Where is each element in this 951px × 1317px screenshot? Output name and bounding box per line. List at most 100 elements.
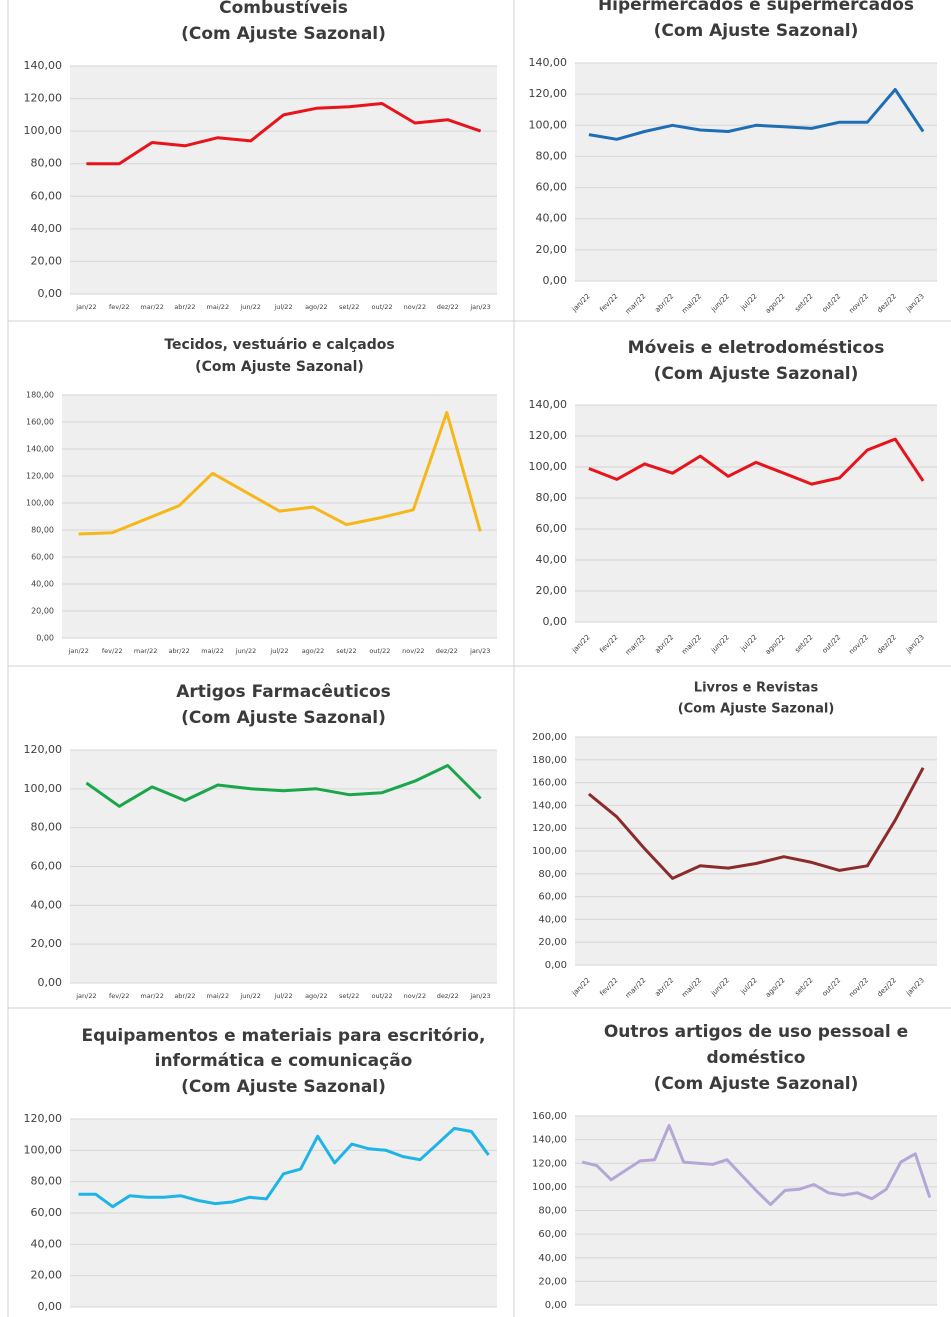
chart-title: Outros artigos de uso pessoal e <box>604 1022 908 1042</box>
y-tick-label: 100,00 <box>24 782 63 795</box>
chart-title: Móveis e eletrodomésticos <box>628 338 885 358</box>
chart-subtitle: (Com Ajuste Sazonal) <box>654 364 859 384</box>
y-tick-label: 20,00 <box>536 243 568 256</box>
chart-subtitle: (Com Ajuste Sazonal) <box>181 24 386 44</box>
y-tick-label: 100,00 <box>532 1182 567 1193</box>
y-tick-label: 60,00 <box>31 860 63 873</box>
x-tick-label: mai/22 <box>201 647 224 655</box>
y-tick-label: 80,00 <box>536 149 568 162</box>
x-tick-label: mar/22 <box>134 647 157 655</box>
x-tick-label: abr/22 <box>174 303 195 311</box>
y-tick-label: 60,00 <box>536 522 568 535</box>
y-tick-label: 160,00 <box>532 1111 567 1122</box>
y-tick-label: 180,00 <box>532 755 567 766</box>
x-tick-label: nov/22 <box>404 303 426 311</box>
line-chart: Outros artigos de uso pessoal e doméstico… <box>532 1022 937 1311</box>
chart-subtitle: (Com Ajuste Sazonal) <box>654 1074 859 1094</box>
x-tick-label: ago/22 <box>305 992 328 1000</box>
x-tick-label: jan/23 <box>469 992 490 1000</box>
y-tick-label: 100,00 <box>529 118 568 131</box>
x-tick-label: mar/22 <box>140 992 163 1000</box>
chart-title: Livros e Revistas <box>694 681 819 696</box>
y-tick-label: 60,00 <box>31 1206 63 1219</box>
data-line <box>587 767 925 880</box>
y-tick-label: 60,00 <box>31 189 63 202</box>
x-tick-label: jul/22 <box>269 647 288 655</box>
chart-title: informática e comunicação <box>155 1051 413 1071</box>
plot-area <box>575 405 937 622</box>
x-tick-label: jan/23 <box>469 647 490 655</box>
y-tick-label: 80,00 <box>538 1206 567 1217</box>
chart-subtitle: (Com Ajuste Sazonal) <box>678 702 835 717</box>
y-tick-label: 120,00 <box>24 743 63 756</box>
x-tick-label: out/22 <box>371 992 392 1000</box>
x-tick-label: set/22 <box>336 647 356 655</box>
x-tick-label: jan/22 <box>68 647 89 655</box>
y-tick-label: 20,00 <box>31 937 63 950</box>
line-chart: Móveis e eletrodomésticos (Com Ajuste Saz… <box>529 338 937 657</box>
data-line <box>78 1126 490 1209</box>
x-tick-label: dez/22 <box>437 303 459 311</box>
y-tick-label: 100,00 <box>532 846 567 857</box>
y-tick-label: 60,00 <box>31 553 54 562</box>
x-tick-label: fev/22 <box>109 303 130 311</box>
x-tick-label: dez/22 <box>437 992 459 1000</box>
plot-area <box>62 395 497 638</box>
chart-title: Combustíveis <box>219 0 348 18</box>
y-tick-label: 160,00 <box>532 778 567 789</box>
y-tick-label: 120,00 <box>26 472 54 481</box>
y-tick-label: 200,00 <box>532 732 567 743</box>
x-tick-label: dez/22 <box>436 647 458 655</box>
y-tick-label: 180,00 <box>26 391 54 400</box>
chart-title: Hipermercados e supermercados <box>598 0 914 15</box>
x-tick-label: jun/22 <box>235 647 257 655</box>
y-tick-label: 0,00 <box>545 1300 567 1311</box>
y-tick-label: 20,00 <box>538 937 567 948</box>
y-tick-label: 80,00 <box>31 157 63 170</box>
x-tick-label: mai/22 <box>207 303 230 311</box>
y-tick-label: 140,00 <box>532 1135 567 1146</box>
x-tick-label: set/22 <box>339 303 359 311</box>
y-tick-label: 120,00 <box>24 92 63 105</box>
y-tick-label: 100,00 <box>26 499 54 508</box>
line-chart: Combustíveis (Com Ajuste Sazonal) 0,00 20,0… <box>24 0 497 311</box>
y-tick-label: 20,00 <box>31 607 54 616</box>
line-chart: Hipermercados e supermercados (Com Ajuste… <box>529 0 937 316</box>
chart-subtitle: (Com Ajuste Sazonal) <box>181 708 386 728</box>
y-tick-label: 60,00 <box>536 181 568 194</box>
y-tick-label: 140,00 <box>24 59 63 72</box>
data-line <box>588 437 925 486</box>
x-tick-label: jan/22 <box>75 992 96 1000</box>
y-tick-label: 20,00 <box>536 584 568 597</box>
y-tick-label: 40,00 <box>538 1253 567 1264</box>
data-line <box>85 764 482 808</box>
y-tick-label: 100,00 <box>24 124 63 137</box>
x-tick-label: mai/22 <box>207 992 230 1000</box>
y-tick-label: 140,00 <box>529 56 568 69</box>
x-tick-label: ago/22 <box>302 647 325 655</box>
y-tick-label: 40,00 <box>536 553 568 566</box>
y-tick-label: 120,00 <box>529 87 568 100</box>
y-tick-label: 160,00 <box>26 418 54 427</box>
y-tick-label: 0,00 <box>543 615 568 628</box>
y-tick-label: 20,00 <box>31 254 63 267</box>
y-tick-label: 40,00 <box>31 222 63 235</box>
x-tick-label: jun/22 <box>239 992 261 1000</box>
x-tick-label: jan/22 <box>75 303 96 311</box>
y-tick-label: 80,00 <box>538 869 567 880</box>
line-chart: Equipamentos e materiais para escritório… <box>24 1026 497 1313</box>
chart-subtitle: (Com Ajuste Sazonal) <box>181 1077 386 1097</box>
data-line <box>86 102 482 166</box>
x-tick-label: nov/22 <box>402 647 424 655</box>
y-tick-label: 0,00 <box>545 960 567 971</box>
x-tick-label: mar/22 <box>140 303 163 311</box>
line-chart: Tecidos, vestuário e calçados (Com Ajuste… <box>26 337 497 655</box>
x-tick-label: ago/22 <box>305 303 328 311</box>
y-tick-label: 80,00 <box>31 526 54 535</box>
y-tick-label: 120,00 <box>532 1158 567 1169</box>
x-tick-label: out/22 <box>369 647 390 655</box>
y-tick-label: 20,00 <box>538 1276 567 1287</box>
y-tick-label: 0,00 <box>36 634 54 643</box>
chart-subtitle: (Com Ajuste Sazonal) <box>654 21 859 41</box>
